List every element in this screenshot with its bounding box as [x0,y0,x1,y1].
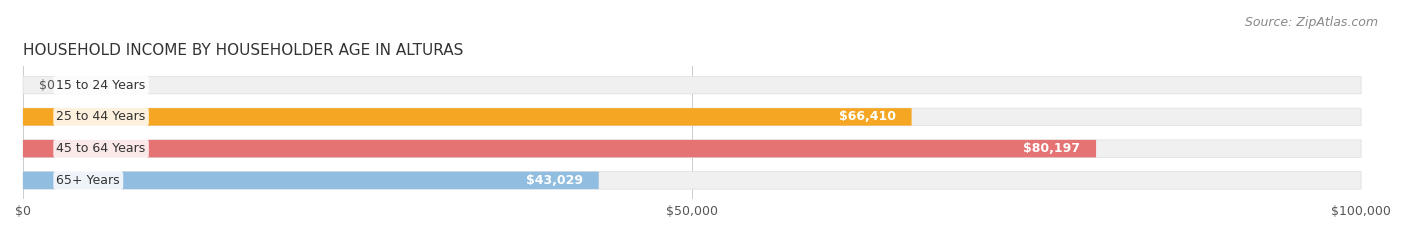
Text: Source: ZipAtlas.com: Source: ZipAtlas.com [1244,16,1378,29]
FancyBboxPatch shape [22,140,1097,157]
Text: $66,410: $66,410 [838,110,896,123]
FancyBboxPatch shape [22,108,1361,126]
Text: 45 to 64 Years: 45 to 64 Years [56,142,146,155]
FancyBboxPatch shape [22,140,1361,157]
FancyBboxPatch shape [22,76,1361,94]
Text: 25 to 44 Years: 25 to 44 Years [56,110,146,123]
Text: $80,197: $80,197 [1024,142,1080,155]
FancyBboxPatch shape [22,172,599,189]
FancyBboxPatch shape [22,108,911,126]
Text: 65+ Years: 65+ Years [56,174,120,187]
Text: $43,029: $43,029 [526,174,582,187]
Text: 15 to 24 Years: 15 to 24 Years [56,79,146,92]
Text: HOUSEHOLD INCOME BY HOUSEHOLDER AGE IN ALTURAS: HOUSEHOLD INCOME BY HOUSEHOLDER AGE IN A… [22,43,464,58]
FancyBboxPatch shape [22,172,1361,189]
Text: $0: $0 [39,79,55,92]
